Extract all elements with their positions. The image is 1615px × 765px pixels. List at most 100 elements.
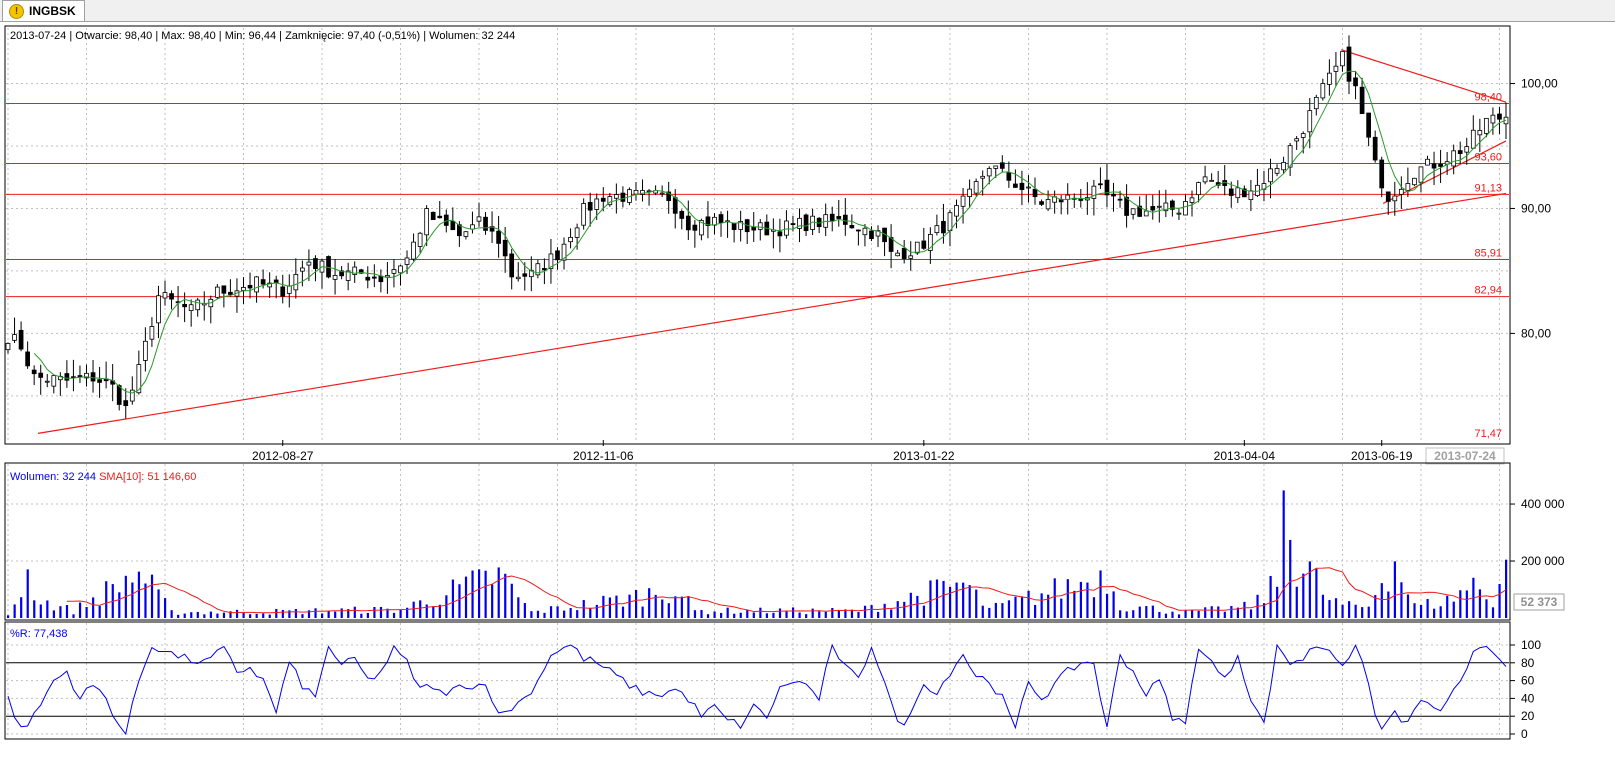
candle-body-132 — [869, 230, 874, 240]
price-sma-line — [33, 70, 1507, 394]
volume-bar-13 — [92, 597, 95, 618]
candle-body-7 — [51, 375, 57, 387]
candle-body-60 — [398, 265, 403, 274]
volume-bar-19 — [131, 582, 134, 618]
volume-bar-201 — [1321, 594, 1325, 618]
volume-bar-46 — [307, 610, 311, 618]
candle-body-147 — [967, 188, 972, 197]
candle-body-3 — [25, 351, 30, 367]
candle-body-128 — [842, 214, 848, 225]
volume-bar-172 — [1132, 610, 1135, 618]
candle-body-82 — [542, 268, 547, 271]
x-end-label: 2013-07-24 — [1434, 449, 1496, 463]
candle-body-97 — [640, 190, 645, 195]
wr-line — [7, 643, 1507, 736]
volume-bar-156 — [1027, 590, 1030, 618]
volume-bar-209 — [1374, 595, 1377, 618]
candle-body-203 — [1333, 65, 1339, 72]
candle-body-172 — [1130, 208, 1136, 215]
candle-body-104 — [685, 215, 691, 231]
candle-body-129 — [849, 225, 855, 229]
volume-bar-202 — [1328, 600, 1331, 618]
volume-bar-182 — [1197, 610, 1200, 618]
candle-body-29 — [195, 299, 201, 311]
volume-bar-79 — [523, 603, 526, 618]
volume-bar-185 — [1217, 606, 1220, 618]
volume-bar-47 — [314, 608, 317, 618]
candle-body-207 — [1359, 86, 1365, 115]
volume-bar-51 — [340, 608, 343, 618]
wr-legend: %R: 77,438 — [10, 628, 67, 640]
candle-body-89 — [587, 201, 593, 211]
tab-ingbsk[interactable]: ! INGBSK — [2, 0, 85, 21]
candle-body-1 — [12, 334, 17, 341]
candle-body-168 — [1104, 179, 1110, 196]
candle-body-138 — [908, 255, 914, 259]
candle-body-21 — [143, 340, 148, 361]
volume-bar-136 — [896, 601, 899, 618]
candle-body-44 — [293, 273, 299, 291]
header-min: Min: 96,44 — [225, 30, 276, 42]
candle-body-5 — [38, 372, 44, 378]
candle-body-190 — [1248, 190, 1254, 201]
volume-bar-129 — [850, 609, 854, 618]
volume-bar-55 — [366, 612, 369, 618]
candle-body-20 — [136, 364, 142, 394]
candle-body-94 — [620, 192, 626, 202]
volume-bar-190 — [1249, 609, 1253, 618]
volume-bar-158 — [1040, 593, 1043, 618]
candle-body-84 — [555, 250, 560, 261]
volume-bar-210 — [1380, 583, 1383, 618]
candle-body-173 — [1137, 205, 1143, 217]
volume-bar-122 — [805, 614, 808, 618]
candle-body-204 — [1340, 51, 1345, 67]
candle-body-202 — [1327, 72, 1332, 85]
volume-bar-9 — [65, 604, 69, 618]
candle-body-180 — [1183, 201, 1188, 216]
candle-body-225 — [1477, 130, 1483, 136]
volume-bar-107 — [706, 614, 710, 618]
candle-body-68 — [450, 220, 456, 231]
candle-body-72 — [476, 216, 482, 222]
volume-bar-90 — [595, 604, 598, 618]
volume-grid — [6, 464, 1509, 619]
candle-body-151 — [993, 165, 999, 169]
volume-bar-188 — [1236, 607, 1239, 618]
volume-bar-217 — [1426, 599, 1429, 618]
volume-bar-1 — [13, 604, 16, 618]
volume-bar-30 — [203, 614, 206, 618]
volume-bar-29 — [196, 611, 199, 618]
candle-body-217 — [1425, 158, 1430, 166]
candle-body-140 — [921, 240, 927, 249]
volume-bar-140 — [922, 605, 926, 618]
price-xtick-label-2: 2013-01-22 — [893, 449, 955, 463]
candle-body-177 — [1163, 202, 1169, 212]
volume-bar-175 — [1151, 605, 1154, 618]
volume-bar-211 — [1387, 591, 1390, 618]
candle-body-141 — [927, 233, 933, 251]
candle-body-227 — [1490, 114, 1496, 124]
volume-bar-96 — [634, 590, 638, 618]
candle-body-38 — [254, 276, 259, 293]
candle-body-127 — [836, 216, 842, 219]
candle-body-83 — [548, 253, 554, 270]
candle-body-194 — [1274, 168, 1280, 174]
volume-bar-80 — [530, 611, 533, 618]
volume-bar-164 — [1079, 581, 1083, 618]
candle-body-222 — [1457, 150, 1463, 154]
candle-body-55 — [365, 276, 371, 281]
volume-bar-57 — [379, 606, 383, 618]
candle-body-80 — [528, 269, 534, 278]
volume-bar-109 — [720, 612, 723, 618]
volume-bar-145 — [955, 582, 958, 618]
volume-bar-31 — [209, 611, 212, 618]
volume-bar-72 — [477, 569, 481, 618]
candle-body-33 — [221, 285, 227, 294]
candle-body-14 — [97, 379, 102, 383]
volume-bar-74 — [491, 584, 494, 618]
wr-ytick-label-3: 40 — [1521, 691, 1535, 705]
level-label-3: 85,91 — [1474, 248, 1502, 260]
candle-body-179 — [1176, 212, 1182, 215]
candle-body-42 — [280, 286, 286, 297]
volume-bar-124 — [818, 611, 821, 618]
